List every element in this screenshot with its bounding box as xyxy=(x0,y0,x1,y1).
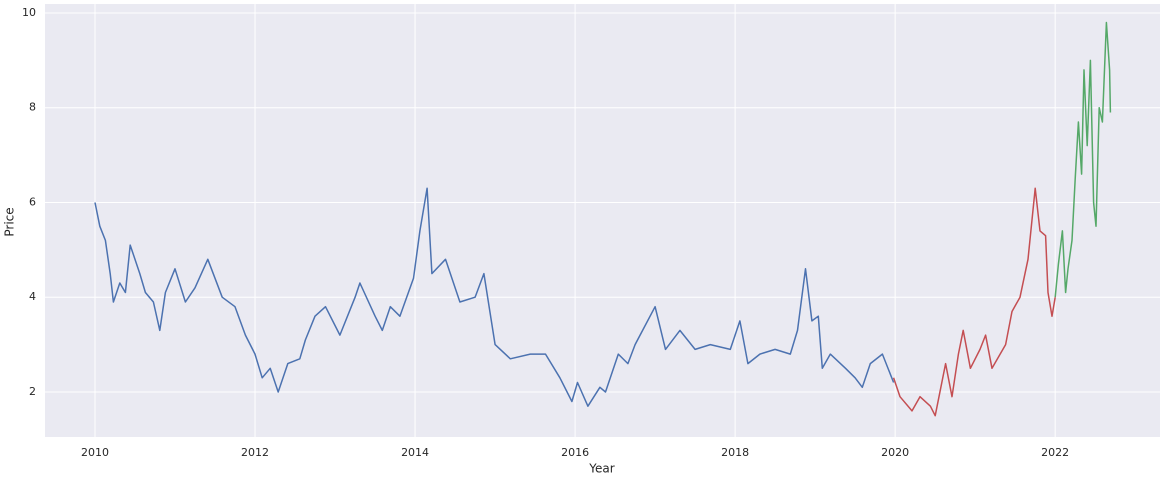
x-tick-label: 2016 xyxy=(561,446,589,459)
price-line xyxy=(94,187,895,407)
y-tick-label: 4 xyxy=(29,290,36,303)
x-tick-label: 2022 xyxy=(1041,446,1069,459)
price-line xyxy=(1054,21,1112,298)
y-tick-label: 6 xyxy=(29,195,36,208)
y-axis-label: Price xyxy=(3,207,17,236)
y-tick-label: 10 xyxy=(22,6,36,19)
x-tick-label: 2020 xyxy=(881,446,909,459)
x-tick-label: 2012 xyxy=(241,446,269,459)
price-line xyxy=(892,187,1056,417)
y-tick-label: 2 xyxy=(29,385,36,398)
x-tick-label: 2010 xyxy=(81,446,109,459)
y-tick-label: 8 xyxy=(29,101,36,114)
plot-area xyxy=(45,4,1160,437)
x-tick-label: 2014 xyxy=(401,446,429,459)
x-axis-label: Year xyxy=(588,462,614,476)
x-tick-label: 2018 xyxy=(721,446,749,459)
